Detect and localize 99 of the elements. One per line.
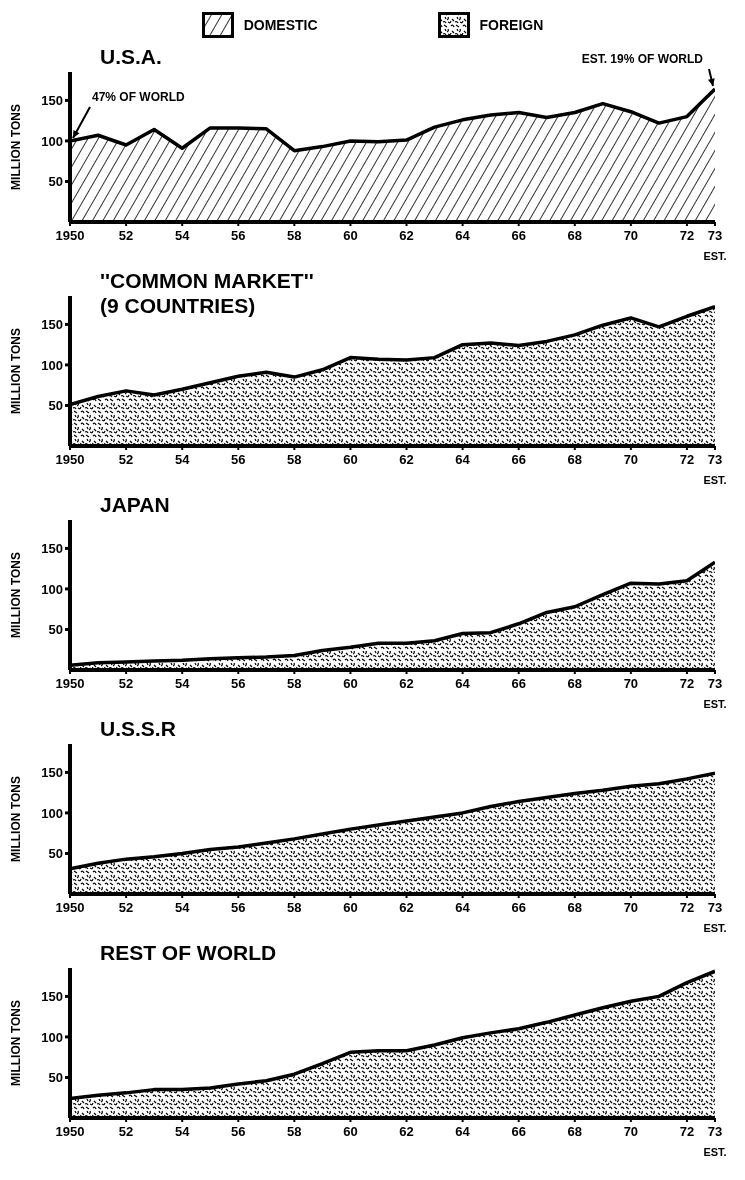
- chart-title: JAPAN: [100, 492, 170, 517]
- y-tick-label: 50: [48, 1070, 63, 1086]
- y-axis-title: MILLION TONS: [9, 552, 24, 638]
- y-axis-title: MILLION TONS: [9, 1000, 24, 1086]
- y-axis-title: MILLION TONS: [9, 328, 24, 414]
- y-tick-label: 50: [48, 398, 63, 414]
- x-tick-label: 64: [455, 900, 471, 915]
- x-tick-label: 70: [623, 900, 639, 915]
- x-tick-label: 1950: [55, 900, 85, 915]
- x-tick-label: 68: [567, 1124, 583, 1139]
- annotation: EST. 19% OF WORLD: [581, 52, 704, 67]
- y-tick-label: 100: [41, 1029, 63, 1045]
- x-tick-label: 52: [118, 228, 134, 243]
- x-tick-label: 54: [174, 900, 191, 915]
- x-tick-label: 52: [118, 676, 134, 691]
- x-tick-label: 70: [623, 228, 639, 243]
- x-tick-label: 56: [231, 452, 246, 467]
- annotation: 47% OF WORLD: [92, 89, 186, 104]
- x-tick-label: 62: [399, 452, 414, 467]
- y-axis-title: MILLION TONS: [9, 776, 24, 862]
- y-tick-label: 150: [41, 764, 63, 780]
- x-tick-label: 68: [567, 900, 583, 915]
- x-tick-label: 64: [455, 676, 471, 691]
- x-tick-label: 70: [623, 676, 639, 691]
- x-tick-label: 54: [174, 228, 191, 243]
- x-tick-label: 64: [455, 1124, 471, 1139]
- x-tick-label: 62: [399, 900, 414, 915]
- text: EST.: [703, 698, 727, 710]
- chart-title: ''COMMON MARKET'' (9 COUNTRIES): [100, 268, 314, 318]
- x-tick-label: 54: [174, 676, 191, 691]
- x-tick-label: 73: [707, 1124, 723, 1139]
- x-tick-label: 52: [118, 900, 134, 915]
- x-tick-label: 56: [231, 676, 246, 691]
- x-tick-label: 72: [679, 676, 695, 691]
- x-tick-label: 66: [511, 676, 526, 691]
- chart-title: U.S.A.: [100, 44, 162, 69]
- chart-title: REST OF WORLD: [100, 940, 277, 965]
- x-tick-label: 66: [511, 900, 526, 915]
- y-tick-label: 150: [41, 92, 63, 108]
- x-tick-label: 62: [399, 676, 414, 691]
- y-tick-label: 150: [41, 316, 63, 332]
- x-tick-label: 1950: [55, 676, 85, 691]
- x-tick-label: 68: [567, 676, 583, 691]
- text: EST.: [703, 474, 727, 486]
- x-tick-label: 73: [707, 228, 723, 243]
- y-axis-title: MILLION TONS: [9, 104, 24, 190]
- legend-label: FOREIGN: [479, 17, 544, 33]
- x-tick-label: 1950: [55, 1124, 85, 1139]
- text: EST.: [703, 922, 727, 934]
- y-tick-label: 100: [41, 581, 63, 597]
- x-tick-label: 62: [399, 1124, 414, 1139]
- y-tick-label: 100: [41, 133, 63, 149]
- x-tick-label: 56: [231, 1124, 246, 1139]
- y-tick-label: 150: [41, 988, 63, 1004]
- x-tick-label: 58: [287, 900, 302, 915]
- x-tick-label: 68: [567, 228, 583, 243]
- y-tick-label: 100: [41, 805, 63, 821]
- chart-title: U.S.S.R: [100, 716, 176, 741]
- x-tick-label: 73: [707, 452, 723, 467]
- x-tick-label: 72: [679, 1124, 695, 1139]
- x-tick-label: 60: [343, 452, 358, 467]
- x-tick-label: 70: [623, 1124, 639, 1139]
- y-tick-label: 150: [41, 540, 63, 556]
- x-tick-label: 72: [679, 452, 695, 467]
- x-tick-label: 52: [118, 452, 134, 467]
- x-tick-label: 54: [174, 452, 191, 467]
- text: EST.: [703, 1146, 727, 1158]
- x-tick-label: 54: [174, 1124, 191, 1139]
- x-tick-label: 64: [455, 452, 471, 467]
- x-tick-label: 72: [679, 228, 695, 243]
- x-tick-label: 60: [343, 900, 358, 915]
- y-tick-label: 50: [48, 622, 63, 638]
- x-tick-label: 60: [343, 1124, 358, 1139]
- x-tick-label: 58: [287, 228, 302, 243]
- x-tick-label: 64: [455, 228, 471, 243]
- x-tick-label: 62: [399, 228, 414, 243]
- x-tick-label: 58: [287, 676, 302, 691]
- x-tick-label: 60: [343, 676, 358, 691]
- y-tick-label: 100: [41, 357, 63, 373]
- x-tick-label: 73: [707, 900, 723, 915]
- legend-label: DOMESTIC: [243, 17, 318, 33]
- x-tick-label: 1950: [55, 452, 85, 467]
- x-tick-label: 56: [231, 228, 246, 243]
- x-tick-label: 56: [231, 900, 246, 915]
- x-tick-label: 58: [287, 452, 302, 467]
- y-tick-label: 50: [48, 174, 63, 190]
- x-tick-label: 58: [287, 1124, 302, 1139]
- x-tick-label: 70: [623, 452, 639, 467]
- x-tick-label: 66: [511, 228, 526, 243]
- y-tick-label: 50: [48, 846, 63, 862]
- x-tick-label: 1950: [55, 228, 85, 243]
- text: EST.: [703, 250, 727, 262]
- x-tick-label: 52: [118, 1124, 134, 1139]
- x-tick-label: 66: [511, 452, 526, 467]
- x-tick-label: 72: [679, 900, 695, 915]
- x-tick-label: 68: [567, 452, 583, 467]
- x-tick-label: 66: [511, 1124, 526, 1139]
- x-tick-label: 73: [707, 676, 723, 691]
- x-tick-label: 60: [343, 228, 358, 243]
